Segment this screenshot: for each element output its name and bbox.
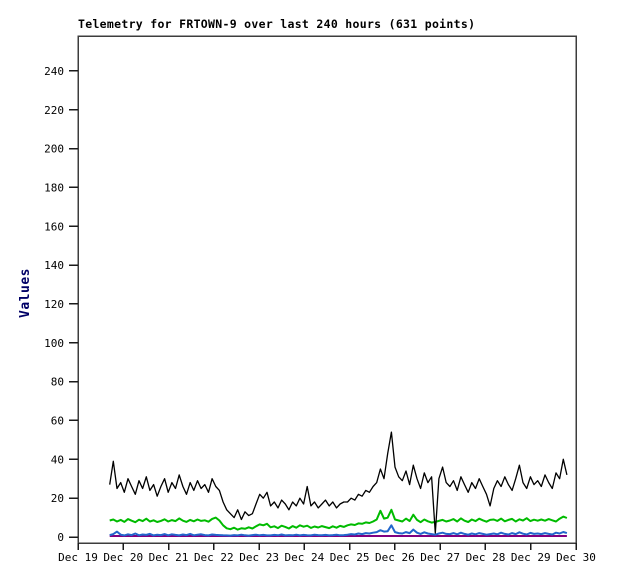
y-tick-label: 120 <box>44 298 64 311</box>
y-tick-label: 140 <box>44 259 64 272</box>
x-tick-label: Dec 26 <box>375 551 415 564</box>
y-tick-label: 160 <box>44 220 64 233</box>
x-tick-label: Dec 21 <box>149 551 189 564</box>
y-tick-label: 20 <box>51 492 64 505</box>
y-tick-label: 240 <box>44 65 64 78</box>
x-tick-label: Dec 24 <box>284 551 324 564</box>
x-tick-label: Dec 19 <box>58 551 98 564</box>
y-tick-label: 80 <box>51 376 64 389</box>
x-tick-label: Dec 30 <box>556 551 596 564</box>
chart-title: Telemetry for FRTOWN-9 over last 240 hou… <box>78 17 476 31</box>
y-tick-label: 60 <box>51 414 64 427</box>
y-tick-label: 180 <box>44 181 64 194</box>
green-series-line <box>109 508 568 531</box>
x-tick-label: Dec 29 <box>511 551 551 564</box>
black-series-line <box>109 431 568 534</box>
x-tick-label: Dec 28 <box>466 551 506 564</box>
y-tick-label: 100 <box>44 337 64 350</box>
plot-frame <box>77 35 577 544</box>
x-tick-label: Dec 23 <box>239 551 279 564</box>
y-tick-label: 40 <box>51 453 64 466</box>
x-tick-label: Dec 20 <box>103 551 143 564</box>
y-tick-label: 0 <box>57 531 64 544</box>
x-tick-label: Dec 22 <box>194 551 234 564</box>
x-tick-label: Dec 27 <box>420 551 460 564</box>
blue-series-line <box>109 524 568 537</box>
x-tick-label: Dec 25 <box>330 551 370 564</box>
y-tick-label: 200 <box>44 143 64 156</box>
y-tick-label: 220 <box>44 104 64 117</box>
